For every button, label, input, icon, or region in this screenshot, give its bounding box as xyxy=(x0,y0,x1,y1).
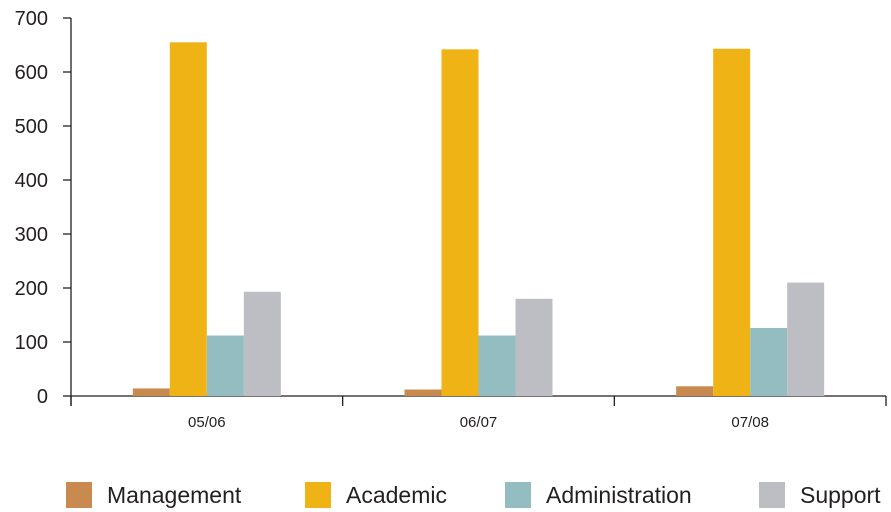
bar-management xyxy=(132,388,170,396)
bar-administration xyxy=(750,327,788,396)
legend-swatch-support xyxy=(759,482,785,508)
bar-support xyxy=(243,291,281,396)
x-tick-label: 05/06 xyxy=(188,414,226,431)
y-tick-label: 100 xyxy=(15,332,48,354)
bar-administration xyxy=(206,335,244,396)
y-tick-label: 200 xyxy=(15,278,48,300)
y-tick-label: 600 xyxy=(15,62,48,84)
legend-item-administration: Administration xyxy=(505,480,692,510)
x-tick-label: 07/08 xyxy=(731,414,769,431)
legend-swatch-administration xyxy=(505,482,531,508)
bar-management xyxy=(404,389,442,396)
bar-academic xyxy=(713,48,751,396)
y-tick-label: 0 xyxy=(37,386,48,408)
legend-label-administration: Administration xyxy=(546,481,692,508)
legend-label-support: Support xyxy=(800,481,881,508)
legend-item-academic: Academic xyxy=(305,480,447,510)
legend-swatch-academic xyxy=(305,482,331,508)
y-tick-label: 300 xyxy=(15,224,48,246)
y-tick-label: 700 xyxy=(15,8,48,30)
bar-support xyxy=(515,298,553,396)
y-tick-label: 400 xyxy=(15,170,48,192)
legend-swatch-management xyxy=(66,482,92,508)
legend-item-management: Management xyxy=(66,480,241,510)
bars xyxy=(132,42,825,397)
bar-management xyxy=(676,386,714,396)
y-axis: 0 100 200 300 400 500 600 700 xyxy=(15,8,72,408)
bar-support xyxy=(787,282,825,396)
bar-academic xyxy=(169,42,207,397)
x-axis: 05/06 06/07 07/08 xyxy=(70,395,887,431)
legend-label-academic: Academic xyxy=(346,481,447,508)
x-tick-label: 06/07 xyxy=(460,414,498,431)
legend: Management Academic Administration Suppo… xyxy=(0,480,891,510)
legend-item-support: Support xyxy=(759,480,881,510)
legend-label-management: Management xyxy=(107,481,242,508)
bar-chart: 0 100 200 300 400 500 600 700 05/06 06/07 07/08 xyxy=(15,8,887,431)
y-tick-label: 500 xyxy=(15,116,48,138)
bar-academic xyxy=(441,49,479,396)
bar-administration xyxy=(478,335,516,396)
